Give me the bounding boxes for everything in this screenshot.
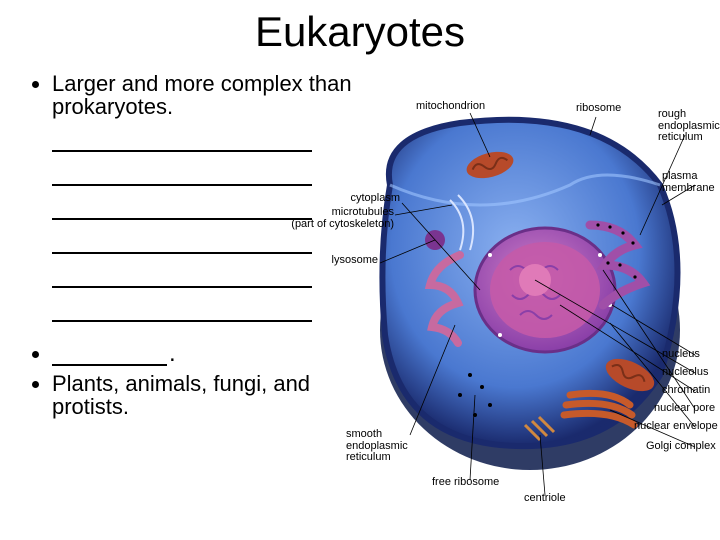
blank-lines-block: . [52, 128, 358, 366]
blank-line [52, 128, 312, 152]
blank-line-short [52, 342, 167, 366]
label-nucleus: nucleus [662, 349, 700, 361]
label-nuclear-envelope: nuclear envelope [634, 421, 718, 433]
label-cytoplasm: cytoplasm [334, 193, 400, 205]
label-free-ribosome: free ribosome [432, 477, 499, 489]
blank-line [52, 298, 312, 322]
label-mitochondrion: mitochondrion [416, 101, 485, 113]
blank-line [52, 230, 312, 254]
slide-title: Eukaryotes [0, 8, 720, 56]
label-centriole: centriole [524, 493, 566, 505]
blank-line [52, 196, 312, 220]
blank-line [52, 162, 312, 186]
slide: Eukaryotes Larger and more complex than … [0, 0, 720, 540]
label-plasma-membrane: plasma membrane [662, 171, 715, 194]
label-golgi: Golgi complex [646, 441, 716, 453]
blank-line [52, 264, 312, 288]
blank-period: . [169, 340, 176, 367]
label-ribosome: ribosome [576, 103, 621, 115]
cell-diagram: mitochondrion ribosome rough endoplasmic… [340, 95, 710, 515]
bullet-3: Plants, animals, fungi, and protists. [52, 372, 358, 418]
label-lysosome: lysosome [320, 255, 378, 267]
label-chromatin: chromatin [662, 385, 710, 397]
label-rough-er: rough endoplasmic reticulum [658, 109, 720, 144]
bullet-2-blanks: . [52, 128, 358, 366]
label-nucleolus: nucleolus [662, 367, 708, 379]
bullet-list: Larger and more complex than prokaryotes… [28, 72, 358, 424]
label-microtubules: microtubules (part of cytoskeleton) [278, 207, 394, 230]
label-nuclear-pore: nuclear pore [654, 403, 715, 415]
bullet-1: Larger and more complex than prokaryotes… [52, 72, 358, 118]
label-smooth-er: smooth endoplasmic reticulum [346, 429, 408, 464]
